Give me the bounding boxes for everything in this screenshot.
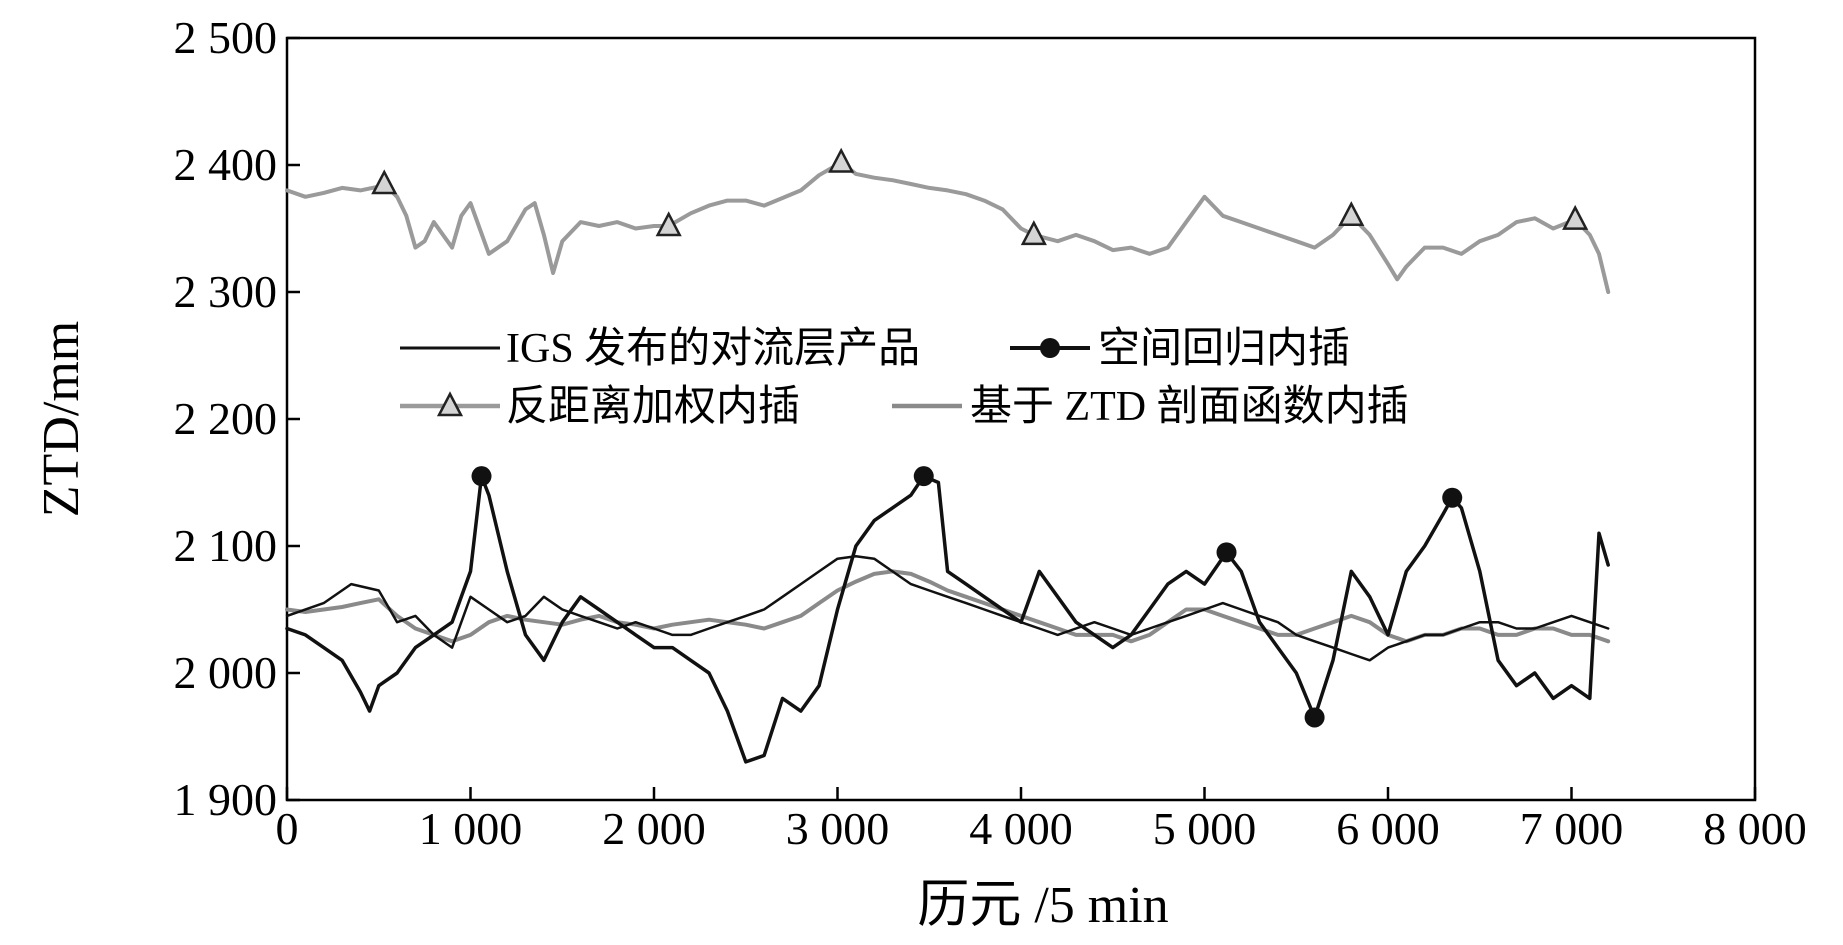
marker-idw xyxy=(828,147,855,173)
series-line-igs xyxy=(285,554,1610,662)
x-tick-label: 2 000 xyxy=(602,803,706,854)
marker-spatial_regression xyxy=(1216,542,1237,563)
series-layer xyxy=(285,160,1611,764)
series-line-idw xyxy=(285,160,1611,294)
marker-spatial_regression xyxy=(1304,707,1325,728)
y-tick-label: 2 000 xyxy=(174,647,278,698)
marker-layer xyxy=(371,147,1589,728)
legend-marker-spatial_regression xyxy=(1040,338,1060,358)
y-axis-ticks: 1 900 2 000 2 100 2 200 2 300 2 400 2 500 xyxy=(174,12,300,825)
y-axis-title: ZTD/mm xyxy=(33,321,90,517)
marker-idw xyxy=(1338,201,1365,227)
legend-marker-idw xyxy=(436,391,464,417)
marker-spatial_regression xyxy=(471,466,492,487)
marker-idw xyxy=(1562,204,1589,230)
x-tick-label: 1 000 xyxy=(419,803,523,854)
marker-idw xyxy=(371,169,398,195)
series-line-spatial_regression xyxy=(285,474,1610,764)
x-tick-label: 4 000 xyxy=(969,803,1073,854)
marker-spatial_regression xyxy=(913,466,934,487)
marker-idw xyxy=(1020,220,1047,246)
marker-idw xyxy=(655,211,682,237)
y-tick-label: 2 200 xyxy=(174,393,278,444)
marker-spatial_regression xyxy=(1442,487,1463,508)
x-tick-label: 0 xyxy=(276,803,299,854)
y-tick-label: 2 100 xyxy=(174,520,278,571)
x-tick-label: 5 000 xyxy=(1153,803,1257,854)
legend-label-igs: IGS 发布的对流层产品 xyxy=(506,326,920,372)
legend-label-idw: 反距离加权内插 xyxy=(506,383,800,430)
plot-frame xyxy=(285,36,1757,802)
legend-label-ztd_profile: 基于 ZTD 剖面函数内插 xyxy=(970,384,1409,430)
y-tick-label: 1 900 xyxy=(174,774,278,825)
x-tick-label: 8 000 xyxy=(1703,803,1807,854)
x-tick-label: 3 000 xyxy=(786,803,890,854)
x-tick-label: 7 000 xyxy=(1520,803,1624,854)
legend-label-spatial_regression: 空间回归内插 xyxy=(1098,325,1350,372)
y-tick-label: 2 500 xyxy=(174,12,278,63)
x-axis-title: 历元 /5 min xyxy=(917,877,1168,934)
x-axis-ticks: 0 1 000 2 000 3 000 4 000 5 000 6 000 7 000 8 00… xyxy=(276,787,1807,854)
x-tick-label: 6 000 xyxy=(1336,803,1440,854)
y-tick-label: 2 400 xyxy=(174,139,278,190)
y-tick-label: 2 300 xyxy=(174,266,278,317)
